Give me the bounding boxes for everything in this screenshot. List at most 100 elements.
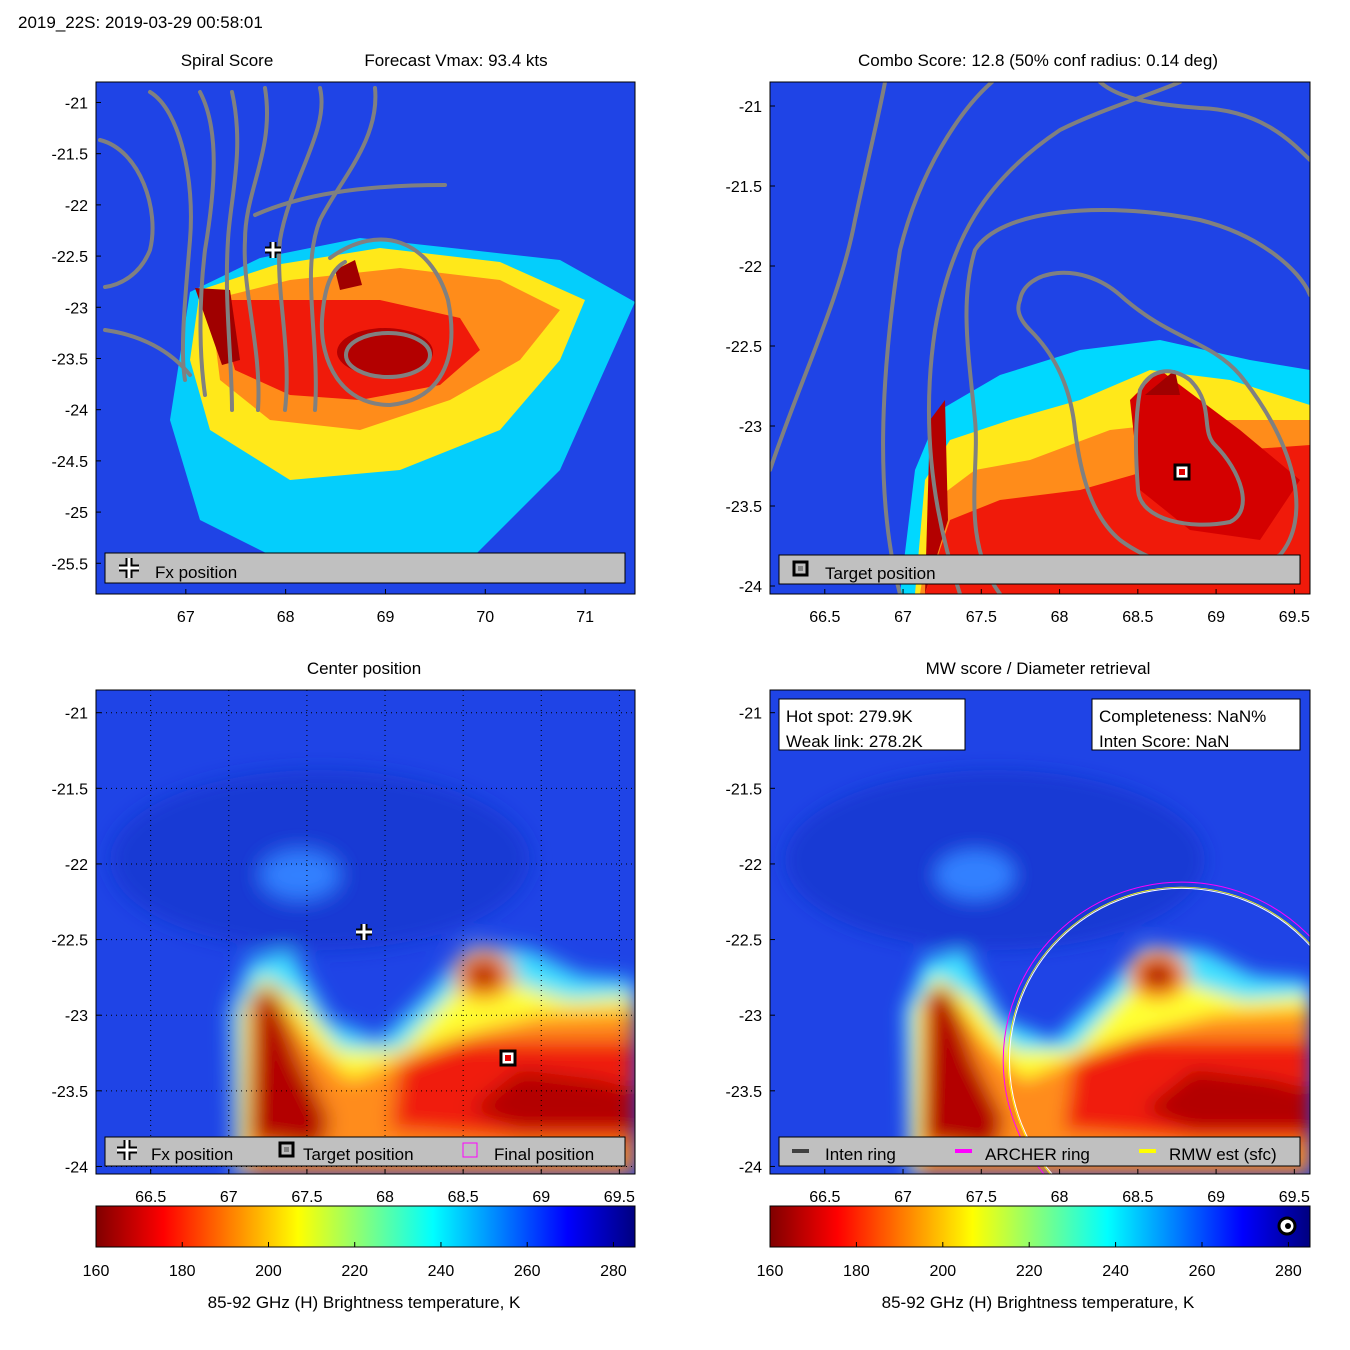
y-tick-label: -22.5 — [52, 933, 89, 950]
y-tick-label: -21 — [739, 706, 762, 723]
combo-title: Combo Score: 12.8 (50% conf radius: 0.14… — [858, 51, 1218, 70]
x-tick-label: 69.5 — [1279, 1189, 1310, 1206]
mw-info-right: Completeness: NaN% Inten Score: NaN — [1091, 698, 1301, 751]
center-legend-fx: Fx position — [151, 1145, 233, 1164]
mw-colorbar-label: 85-92 GHz (H) Brightness temperature, K — [882, 1293, 1195, 1312]
x-tick-label: 67 — [177, 609, 195, 626]
y-tick-label: -22 — [65, 198, 88, 215]
center-colorbar-label: 85-92 GHz (H) Brightness temperature, K — [208, 1293, 521, 1312]
colorbar-tick-label: 280 — [1275, 1263, 1302, 1280]
colorbar-tick-label: 240 — [428, 1263, 455, 1280]
y-tick-label: -23 — [739, 419, 762, 436]
x-tick-label: 69 — [377, 609, 395, 626]
combo-target-marker — [1173, 463, 1191, 481]
y-tick-label: -23.5 — [52, 351, 89, 368]
mw-title: MW score / Diameter retrieval — [926, 659, 1151, 678]
x-tick-label: 68 — [1051, 1189, 1069, 1206]
x-tick-label: 66.5 — [809, 1189, 840, 1206]
y-tick-label: -24 — [739, 579, 762, 596]
center-legend: Fx position Target position Final positi… — [104, 1136, 626, 1167]
x-tick-label: 69 — [532, 1189, 550, 1206]
colorbar-symbol-icon — [1277, 1216, 1297, 1236]
spiral-legend-fx: Fx position — [155, 563, 237, 582]
y-tick-label: -22.5 — [52, 249, 89, 266]
mw-panel: MW score / Diameter retrieval Hot spot: … — [726, 659, 1311, 1312]
mw-inten-score: Inten Score: NaN — [1099, 732, 1229, 751]
mw-info-left: Hot spot: 279.9K Weak link: 278.2K — [778, 698, 966, 751]
colorbar-tick-label: 260 — [1189, 1263, 1216, 1280]
y-tick-label: -23 — [65, 300, 88, 317]
x-tick-label: 71 — [576, 609, 594, 626]
center-legend-final: Final position — [494, 1145, 594, 1164]
colorbar-tick-label: 220 — [341, 1263, 368, 1280]
x-tick-label: 67.5 — [291, 1189, 322, 1206]
fx-position-icon — [119, 558, 139, 578]
x-tick-label: 66.5 — [809, 609, 840, 626]
x-tick-label: 68.5 — [1122, 609, 1153, 626]
center-panel: Center position — [52, 659, 636, 1312]
colorbar-tick-label: 200 — [929, 1263, 956, 1280]
center-gridlines — [96, 690, 635, 1174]
rmw-ring-outline — [1007, 886, 1310, 1174]
y-tick-label: -24 — [65, 1159, 88, 1176]
y-tick-label: -21.5 — [726, 781, 763, 798]
y-tick-label: -22 — [739, 259, 762, 276]
mw-heat-field — [785, 770, 1310, 1174]
mw-completeness: Completeness: NaN% — [1099, 707, 1266, 726]
y-tick-label: -23.5 — [726, 1084, 763, 1101]
mw-hot-spot: Hot spot: 279.9K — [786, 707, 913, 726]
center-colorbar — [95, 1205, 636, 1248]
colorbar-tick-label: 280 — [600, 1263, 627, 1280]
y-tick-label: -25.5 — [52, 556, 89, 573]
fx-position-icon — [117, 1140, 137, 1160]
spiral-panel: Spiral Score Forecast Vmax: 93.4 kts — [52, 51, 636, 626]
y-tick-label: -22.5 — [726, 933, 763, 950]
y-tick-label: -21.5 — [52, 147, 89, 164]
x-tick-label: 67.5 — [966, 1189, 997, 1206]
y-tick-label: -23 — [65, 1008, 88, 1025]
y-tick-label: -22.5 — [726, 339, 763, 356]
center-target-marker — [499, 1049, 517, 1067]
mw-weak-link: Weak link: 278.2K — [786, 732, 923, 751]
colorbar-tick-label: 160 — [83, 1263, 110, 1280]
spiral-legend: Fx position — [104, 552, 626, 584]
x-tick-label: 67 — [894, 609, 912, 626]
x-tick-label: 69 — [1207, 609, 1225, 626]
x-tick-label: 69 — [1207, 1189, 1225, 1206]
target-position-icon — [792, 560, 809, 577]
colorbar-tick-label: 220 — [1016, 1263, 1043, 1280]
y-tick-label: -25 — [65, 505, 88, 522]
y-tick-label: -24 — [739, 1159, 762, 1176]
y-tick-label: -24.5 — [52, 454, 89, 471]
mw-legend-rmw: RMW est (sfc) — [1169, 1145, 1277, 1164]
colorbar-tick-label: 240 — [1102, 1263, 1129, 1280]
y-tick-label: -22 — [739, 857, 762, 874]
x-tick-label: 69.5 — [604, 1189, 635, 1206]
x-tick-label: 67 — [894, 1189, 912, 1206]
y-tick-label: -21 — [739, 99, 762, 116]
x-tick-label: 69.5 — [1279, 609, 1310, 626]
x-tick-label: 68.5 — [1122, 1189, 1153, 1206]
x-tick-label: 67.5 — [966, 609, 997, 626]
spiral-title: Spiral Score — [181, 51, 274, 70]
x-tick-label: 67 — [220, 1189, 238, 1206]
colorbar-tick-label: 260 — [514, 1263, 541, 1280]
target-position-icon — [278, 1141, 295, 1158]
spiral-vmax: Forecast Vmax: 93.4 kts — [364, 51, 547, 70]
mw-legend: Inten ring ARCHER ring RMW est (sfc) — [778, 1136, 1301, 1167]
spiral-fx-marker — [265, 242, 281, 258]
rmw-ring — [1009, 887, 1310, 1174]
combo-legend-target: Target position — [825, 564, 936, 583]
center-title: Center position — [307, 659, 421, 678]
colorbar-tick-label: 160 — [757, 1263, 784, 1280]
x-tick-label: 70 — [476, 609, 494, 626]
y-tick-label: -22 — [65, 857, 88, 874]
mw-legend-inten: Inten ring — [825, 1145, 896, 1164]
y-tick-label: -24 — [65, 403, 88, 420]
final-position-icon — [462, 1142, 478, 1158]
y-tick-label: -23.5 — [52, 1084, 89, 1101]
x-tick-label: 68 — [1051, 609, 1069, 626]
center-fx-marker — [356, 924, 372, 940]
colorbar-tick-label: 180 — [843, 1263, 870, 1280]
y-tick-label: -21.5 — [726, 179, 763, 196]
